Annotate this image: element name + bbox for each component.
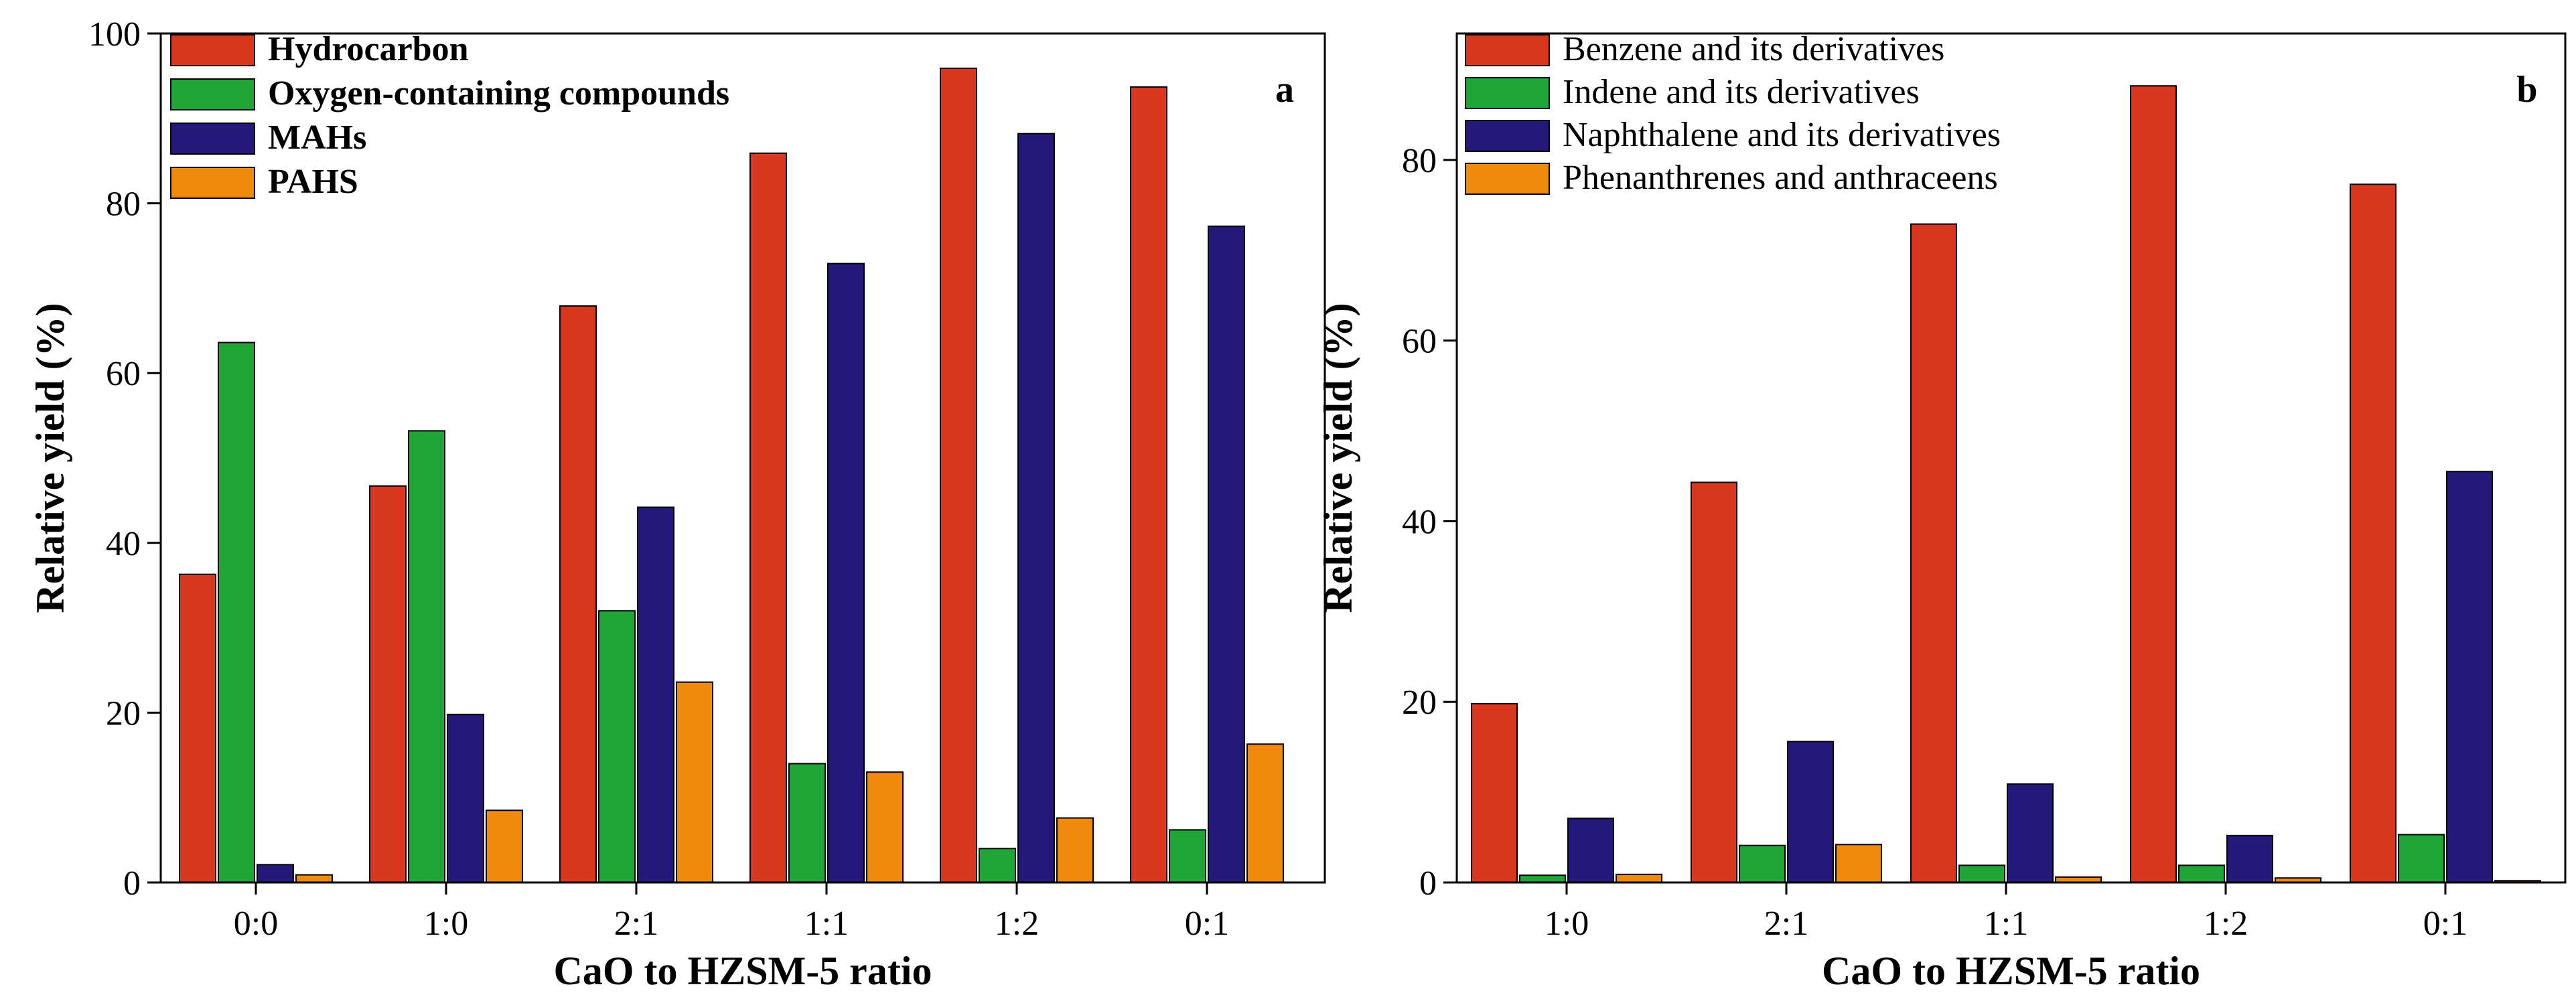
panel-a-y-tick-label: 0 [123,864,141,903]
panel-a-legend-label-1: Oxygen-containing compounds [268,74,729,112]
panel-a-bar-1-1-1 [788,763,826,883]
panel-b-x-tick-label: 1:1 [1984,905,2028,943]
panel-a-x-tick-label: 0:1 [1185,905,1229,943]
panel-b-legend-label-1: Indene and its derivatives [1563,73,1920,111]
panel-a-bar-1-0-0 [369,485,407,883]
panel-b-x-axis-title: CaO to HZSM-5 ratio [1822,949,2200,993]
panel-a-x-axis-title: CaO to HZSM-5 ratio [554,949,932,993]
panel-a-bar-1-2-1 [979,848,1016,884]
panel-a-legend-swatch-0 [170,34,255,66]
panel-a-x-tick-label: 1:2 [995,905,1039,943]
panel-a-legend-label-3: PAHS [268,163,358,201]
panel-b-bar-1-0-2 [1567,818,1614,884]
panel-b-bar-1-2-1 [2178,864,2225,884]
panel-a-bar-1-1-2 [827,262,865,883]
panel-b-bar-0-1-2 [2446,471,2493,883]
panel-a-y-tick-label: 20 [106,694,141,733]
panel-b-bar-0-1-0 [2350,183,2396,883]
panel-a-x-tick-label: 2:1 [614,905,658,943]
panel-b-bar-2-1-3 [1835,844,1882,884]
panel-a-bar-0-1-0 [1130,86,1167,883]
panel-b-y-axis-title: Relative yield (%) [1316,303,1360,613]
panel-b-y-tick-label: 0 [1419,864,1437,903]
panel-b-legend-label-3: Phenanthrenes and anthraceens [1563,159,1998,197]
panel-b-y-tick-label: 40 [1402,503,1437,541]
panel-b-bar-1-2-2 [2226,834,2273,884]
panel-b-x-tick-label: 0:1 [2423,905,2467,943]
panel-b-bar-2-1-1 [1739,844,1786,883]
panel-b-y-tick-label: 60 [1402,323,1437,361]
panel-b-bar-2-1-2 [1787,741,1834,883]
panel-b-legend-label-2: Naphthalene and its derivatives [1563,116,2001,154]
panel-a-y-tick-label: 40 [106,525,141,563]
panel-a-label: a [1275,69,1294,110]
panel-a-bar-1-2-2 [1017,133,1055,883]
panel-b-bar-0-1-1 [2398,834,2445,883]
panel-b-bar-1-0-3 [1616,873,1662,884]
panel-b-legend-swatch-0 [1465,34,1550,66]
panel-b-y-tick-label: 20 [1402,684,1437,722]
panel-b-bar-1-1-0 [1910,223,1957,883]
panel-b-y-tick-label: 80 [1402,142,1437,180]
panel-a-bar-0-0-2 [257,864,294,883]
panel-b-legend-swatch-2 [1465,120,1550,152]
panel-a-bar-0-0-3 [295,874,333,884]
panel-b-bar-1-2-0 [2130,85,2177,884]
panel-a-bar-2-1-0 [559,305,597,883]
panel-a-bar-1-0-2 [447,713,484,884]
panel-b-bar-2-1-0 [1691,481,1737,883]
panel-a-bar-2-1-1 [598,610,636,883]
panel-a-bar-2-1-3 [676,681,713,883]
panel-b-bar-1-0-1 [1519,874,1566,883]
panel-b-x-tick-label: 1:0 [1545,905,1589,943]
panel-b-legend-swatch-3 [1465,163,1550,195]
panel-b-legend-swatch-1 [1465,77,1550,109]
panel-a-bar-1-1-0 [749,152,787,884]
panel-b-plot-frame [1455,32,2567,884]
panel-a-legend-swatch-3 [170,167,255,199]
panel-a-y-axis-title: Relative yield (%) [28,303,72,613]
panel-a-y-tick-label: 80 [106,185,141,224]
panel-a-bar-0-0-0 [179,573,216,883]
panel-a-x-tick-label: 0:0 [234,905,278,943]
panel-a-bar-1-2-0 [940,67,977,883]
panel-b-x-tick-label: 2:1 [1764,905,1808,943]
panel-a-bar-0-1-2 [1208,225,1245,883]
panel-a-x-tick-label: 1:1 [804,905,849,943]
panel-a-legend-label-0: Hydrocarbon [268,30,469,68]
panel-a-bar-0-1-3 [1246,743,1284,884]
panel-a-plot-frame [159,32,1326,884]
panel-a-legend-label-2: MAHs [268,119,366,157]
panel-a-y-tick-label: 60 [106,355,141,393]
panel-b-legend-label-0: Benzene and its derivatives [1563,30,1944,68]
panel-a-bar-2-1-2 [637,506,674,883]
panel-a-bar-1-0-3 [486,810,523,883]
panel-a-bar-1-1-3 [866,771,904,884]
panel-a-legend-swatch-1 [170,78,255,110]
panel-b-x-tick-label: 1:2 [2204,905,2248,943]
panel-b-bar-1-1-1 [1958,864,2005,884]
panel-b-bar-1-1-2 [2007,783,2054,883]
panel-a-bar-1-2-3 [1056,817,1094,883]
panel-b-bar-1-0-0 [1471,702,1518,883]
panel-a-bar-0-0-1 [218,341,255,883]
panel-a-bar-1-0-1 [408,430,445,883]
panel-b-chart: 1:0 2:1 1:1 1:2 0:1 0 20 40 60 80 CaO to HZSM-5 ra… [1316,30,2567,993]
panel-a-legend-swatch-2 [170,123,255,155]
panel-a-y-tick-label: 100 [88,15,141,54]
panel-b-label: b [2516,69,2537,110]
panel-a-chart: 0:0 1:0 2:1 1:1 1:2 0:1 0 20 40 60 80 100 CaO to HZS… [28,15,1326,993]
panel-a-bar-0-1-1 [1169,829,1206,884]
panel-a-x-tick-label: 1:0 [424,905,468,943]
